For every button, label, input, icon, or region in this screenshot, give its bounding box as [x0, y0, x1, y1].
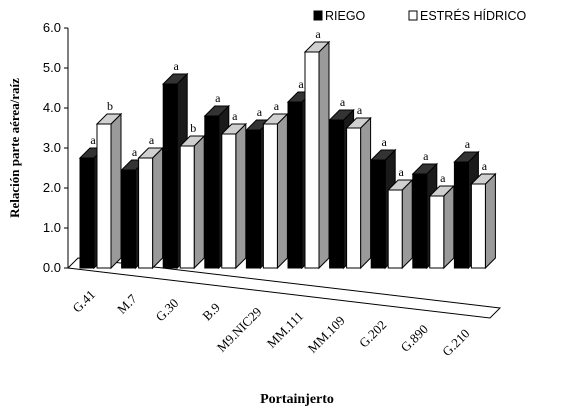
bar-front-estr-s-h-drico-g-210 — [470, 183, 486, 269]
legend-swatch-riego — [313, 10, 323, 21]
bar-estr-s-h-drico-g-890 — [428, 184, 456, 270]
letter-riego-mm-109: a — [340, 95, 346, 109]
letter-riego-g-30: a — [174, 59, 180, 73]
bar-estr-s-h-drico-m-7 — [137, 146, 164, 270]
bar-estr-s-h-drico-g-210 — [470, 172, 497, 270]
letter-riego-g-41: a — [90, 133, 96, 147]
x-tick-label-b-9: B.9 — [199, 300, 223, 324]
y-tick-label: 1.0 — [43, 220, 61, 235]
bar-front-estr-s-h-drico-g-202 — [387, 189, 403, 269]
bar-estr-s-h-drico-g-41 — [95, 112, 123, 270]
bar-front-estr-s-h-drico-m-7 — [138, 157, 154, 269]
bar-front-riego-g-202 — [370, 159, 386, 269]
legend-swatch-estres — [408, 10, 418, 21]
y-tick-label: 4.0 — [43, 100, 61, 115]
bar-side-estr-s-h-drico-g-30 — [193, 134, 205, 270]
bar-estr-s-h-drico-m9-nic29 — [262, 112, 289, 270]
letter-riego-g-210: a — [465, 137, 471, 151]
bar-estr-s-h-drico-g-30 — [178, 134, 206, 270]
x-tick-label-g-41: G.41 — [69, 287, 98, 316]
letter-estr-s-h-drico-g-210: a — [482, 159, 488, 173]
bar-front-riego-mm-109 — [329, 119, 345, 269]
x-tick-label-g-890: G.890 — [398, 321, 431, 354]
y-tick-label: 2.0 — [43, 180, 61, 195]
bar-side-estr-s-h-drico-g-202 — [401, 178, 413, 270]
bar-front-riego-m9-nic29 — [245, 129, 261, 269]
legend-label-estres: ESTRÉS HÍDRICO — [420, 8, 527, 23]
bar-front-estr-s-h-drico-g-41 — [96, 123, 112, 269]
letter-estr-s-h-drico-g-890: a — [440, 171, 446, 185]
x-tick-label-g-210: G.210 — [439, 326, 472, 359]
bar-estr-s-h-drico-mm-109 — [345, 116, 372, 270]
bar-front-estr-s-h-drico-m9-nic29 — [262, 123, 278, 269]
bar-side-estr-s-h-drico-mm-109 — [360, 116, 372, 270]
bar-front-riego-m-7 — [121, 169, 137, 269]
x-tick-label-g-202: G.202 — [356, 317, 389, 350]
bar-estr-s-h-drico-mm-111 — [303, 40, 331, 270]
letter-estr-s-h-drico-b-9: a — [232, 109, 238, 123]
y-tick-labels-layer: 0.0 1.0 2.0 3.0 4.0 5.0 6.0 — [43, 20, 68, 275]
bar-front-estr-s-h-drico-mm-109 — [346, 127, 362, 269]
bar-estr-s-h-drico-b-9 — [220, 122, 248, 270]
letter-estr-s-h-drico-mm-111: a — [315, 27, 321, 41]
x-tick-label-mm-111: MM.111 — [264, 308, 306, 350]
letter-estr-s-h-drico-g-30: b — [190, 121, 196, 135]
letter-estr-s-h-drico-m-7: a — [149, 133, 155, 147]
y-axis-label: Relación parte aérea/raíz — [7, 78, 22, 218]
y-tick-label: 5.0 — [43, 60, 61, 75]
bar-front-riego-g-30 — [162, 83, 178, 269]
letter-riego-m-7: a — [132, 145, 138, 159]
letter-riego-g-202: a — [382, 135, 388, 149]
y-tick-label: 0.0 — [43, 260, 61, 275]
bar-side-estr-s-h-drico-g-41 — [110, 112, 122, 270]
letter-riego-b-9: a — [215, 91, 221, 105]
bar-front-riego-g-890 — [412, 173, 428, 269]
bars-layer — [78, 40, 497, 270]
bar-front-estr-s-h-drico-g-890 — [429, 195, 445, 269]
letter-estr-s-h-drico-g-41: b — [107, 99, 113, 113]
x-tick-label-mm-109: MM.109 — [305, 313, 348, 356]
bar-front-estr-s-h-drico-mm-111 — [304, 51, 320, 269]
letter-riego-mm-111: a — [298, 77, 304, 91]
bar-side-estr-s-h-drico-mm-111 — [318, 40, 330, 270]
x-tick-label-m-7: M.7 — [114, 291, 140, 317]
bar-side-estr-s-h-drico-g-210 — [484, 172, 496, 270]
bar-front-riego-g-210 — [453, 161, 469, 269]
bar-front-riego-b-9 — [204, 115, 220, 269]
letter-riego-g-890: a — [423, 149, 429, 163]
letter-riego-m9-nic29: a — [257, 105, 263, 119]
bar-side-estr-s-h-drico-m9-nic29 — [276, 112, 288, 270]
y-tick-label: 6.0 — [43, 20, 61, 35]
bar-estr-s-h-drico-g-202 — [386, 178, 414, 270]
y-tick-label: 3.0 — [43, 140, 61, 155]
bar-front-riego-g-41 — [79, 157, 95, 269]
legend-label-riego: RIEGO — [325, 9, 366, 23]
letter-estr-s-h-drico-mm-109: a — [357, 103, 363, 117]
bar-front-estr-s-h-drico-g-30 — [179, 145, 195, 269]
bar-front-riego-mm-111 — [287, 101, 303, 269]
letter-estr-s-h-drico-g-202: a — [399, 165, 405, 179]
x-tick-label-g-30: G.30 — [153, 295, 182, 324]
bar-front-estr-s-h-drico-b-9 — [221, 133, 237, 269]
legend: RIEGO ESTRÉS HÍDRICO — [313, 8, 527, 23]
x-axis-label: Portainjerto — [260, 392, 334, 407]
bar-side-estr-s-h-drico-b-9 — [235, 122, 247, 270]
bar-side-estr-s-h-drico-m-7 — [152, 146, 164, 270]
chart-floor — [66, 257, 502, 319]
bar-side-estr-s-h-drico-g-890 — [443, 184, 455, 270]
letter-estr-s-h-drico-m9-nic29: a — [274, 99, 280, 113]
